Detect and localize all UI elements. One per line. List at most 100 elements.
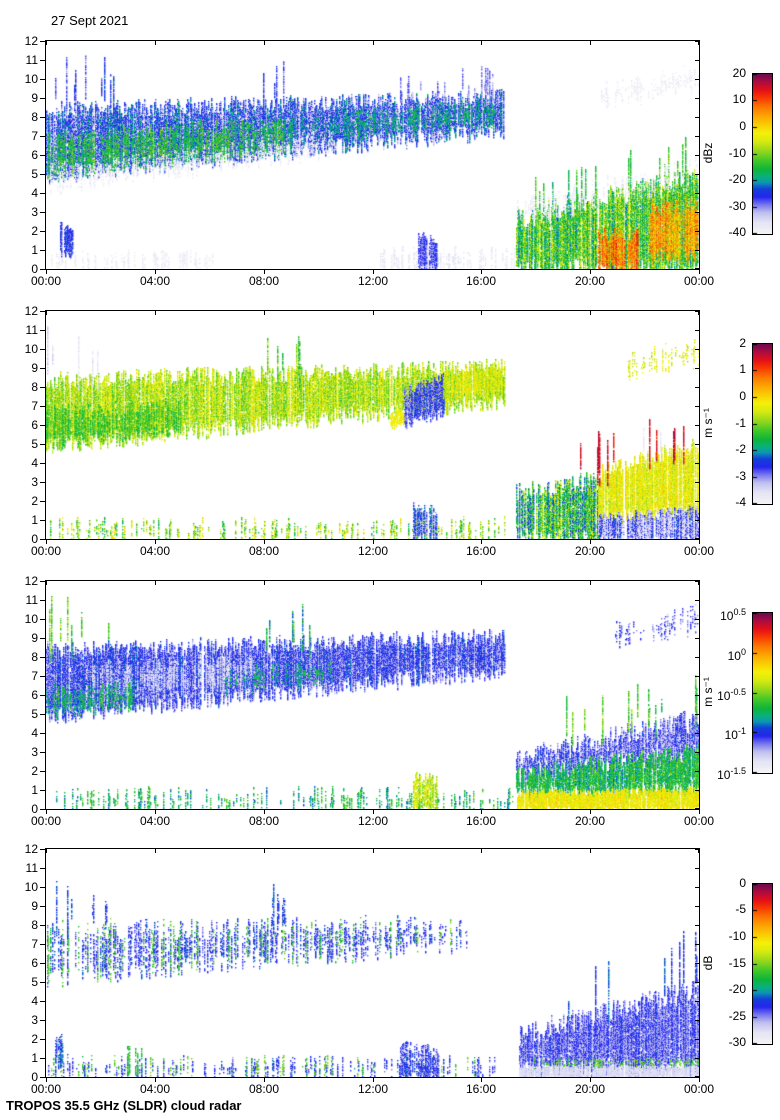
- y-tick-mark: [40, 250, 45, 251]
- y-tick-mark: [40, 311, 45, 312]
- top-tick: [698, 849, 699, 853]
- right-tick: [695, 581, 699, 582]
- x-tick-label: 08:00: [248, 274, 280, 288]
- colorbar-tick-label: -4: [735, 495, 746, 509]
- x-tick-mark: [155, 1078, 156, 1082]
- x-tick-label: 20:00: [574, 814, 606, 828]
- y-tick-label: 2: [31, 224, 38, 238]
- y-tick-label: 9: [31, 91, 38, 105]
- y-tick-label: 6: [31, 418, 38, 432]
- y-tick-mark: [40, 657, 45, 658]
- right-tick: [695, 155, 699, 156]
- right-tick: [695, 349, 699, 350]
- colorbar-unit-label: dBz: [701, 142, 715, 164]
- y-tick-mark: [40, 982, 45, 983]
- x-tick-label: 20:00: [574, 1082, 606, 1096]
- x-tick-label: 20:00: [574, 274, 606, 288]
- colorbar-tick-label: -5: [735, 902, 746, 916]
- y-tick-mark: [40, 944, 45, 945]
- y-tick-label: 9: [31, 631, 38, 645]
- colorbar-tick-label: 1: [739, 362, 746, 376]
- colorbar-tick-label: -30: [728, 1035, 746, 1049]
- colorbar-tick-label: -40: [728, 225, 746, 239]
- colorbar-tick-label: -25: [728, 1009, 746, 1023]
- right-tick: [695, 387, 699, 388]
- y-tick-label: 4: [31, 456, 38, 470]
- right-tick: [695, 231, 699, 232]
- x-tick-label: 00:00: [683, 544, 715, 558]
- colorbar: [752, 612, 773, 774]
- x-tick-mark: [481, 540, 482, 544]
- x-tick-mark: [46, 270, 47, 274]
- y-tick-mark: [40, 790, 45, 791]
- y-tick-mark: [40, 406, 45, 407]
- top-tick: [46, 581, 47, 585]
- right-tick: [695, 676, 699, 677]
- x-tick-mark: [46, 810, 47, 814]
- right-tick: [695, 250, 699, 251]
- y-tick-label: 10: [24, 612, 38, 626]
- y-tick-mark: [40, 771, 45, 772]
- x-tick-mark: [590, 1078, 591, 1082]
- y-tick-mark: [40, 1020, 45, 1021]
- y-tick-label: 0: [31, 1070, 38, 1084]
- heatmap-canvas: [46, 849, 699, 1077]
- y-tick-label: 2: [31, 764, 38, 778]
- y-tick-label: 1: [31, 513, 38, 527]
- top-tick: [698, 311, 699, 315]
- y-tick-mark: [40, 349, 45, 350]
- x-tick-label: 08:00: [248, 544, 280, 558]
- y-tick-mark: [40, 906, 45, 907]
- y-tick-label: 3: [31, 745, 38, 759]
- colorbar-gradient: [753, 613, 772, 773]
- y-tick-label: 10: [24, 72, 38, 86]
- colorbar-unit-label: dB: [701, 955, 715, 971]
- colorbar-tick-label: -20: [728, 172, 746, 186]
- y-tick-mark: [40, 1077, 45, 1078]
- colorbar-tick-label: 2: [739, 336, 746, 350]
- x-tick-label: 00:00: [30, 544, 62, 558]
- right-tick: [695, 868, 699, 869]
- y-tick-mark: [40, 581, 45, 582]
- colorbar: [752, 343, 773, 505]
- top-tick: [46, 311, 47, 315]
- y-tick-label: 7: [31, 129, 38, 143]
- right-tick: [695, 444, 699, 445]
- y-tick-label: 10: [24, 880, 38, 894]
- x-tick-label: 00:00: [683, 814, 715, 828]
- heatmap-canvas: [46, 581, 699, 809]
- x-tick-mark: [264, 270, 265, 274]
- y-tick-label: 7: [31, 669, 38, 683]
- right-tick: [695, 406, 699, 407]
- y-tick-label: 7: [31, 937, 38, 951]
- y-tick-mark: [40, 1039, 45, 1040]
- y-tick-mark: [40, 752, 45, 753]
- y-tick-mark: [40, 269, 45, 270]
- y-tick-label: 12: [24, 34, 38, 48]
- y-tick-mark: [40, 212, 45, 213]
- y-tick-mark: [40, 425, 45, 426]
- y-tick-mark: [40, 1058, 45, 1059]
- x-tick-label: 04:00: [139, 814, 171, 828]
- x-tick-label: 00:00: [30, 274, 62, 288]
- top-tick: [373, 849, 374, 853]
- x-tick-mark: [373, 270, 374, 274]
- colorbar-tick-label: 10-0.5: [717, 687, 746, 703]
- x-tick-label: 00:00: [683, 274, 715, 288]
- colorbar-tick-label: -10: [728, 929, 746, 943]
- right-tick: [695, 1076, 699, 1077]
- y-tick-label: 11: [25, 593, 38, 607]
- right-tick: [695, 311, 699, 312]
- top-tick: [155, 41, 156, 45]
- top-tick: [373, 311, 374, 315]
- top-tick: [590, 849, 591, 853]
- right-tick: [695, 944, 699, 945]
- right-tick: [695, 60, 699, 61]
- right-tick: [695, 600, 699, 601]
- right-tick: [695, 808, 699, 809]
- y-tick-label: 3: [31, 205, 38, 219]
- right-tick: [695, 657, 699, 658]
- top-tick: [590, 41, 591, 45]
- x-tick-mark: [373, 540, 374, 544]
- right-tick: [695, 695, 699, 696]
